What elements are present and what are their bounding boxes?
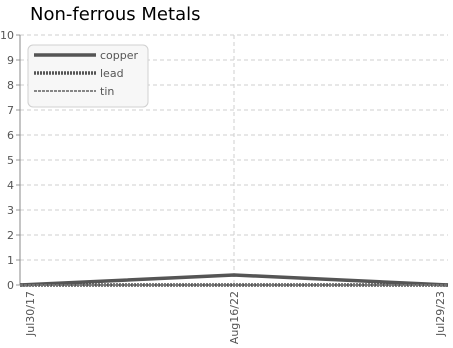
chart-title: Non-ferrous Metals xyxy=(30,4,201,25)
y-tick-label: 4 xyxy=(7,179,14,192)
x-tick-label: Jul30/17 xyxy=(24,291,37,337)
x-axis: Jul30/17 Aug16/22 Jul29/23 xyxy=(20,284,448,344)
y-tick-label: 9 xyxy=(7,54,14,67)
y-tick-label: 2 xyxy=(7,229,14,242)
y-tick-label: 8 xyxy=(7,79,14,92)
series-line-copper xyxy=(19,273,449,287)
y-tick-label: 1 xyxy=(7,254,14,267)
y-tick-label: 7 xyxy=(7,104,14,117)
y-tick-label: 3 xyxy=(7,204,14,217)
y-axis: 0 1 2 3 4 5 6 7 8 9 10 xyxy=(0,29,21,292)
y-tick-label: 5 xyxy=(7,154,14,167)
x-tick-label: Aug16/22 xyxy=(228,291,241,344)
legend: copper lead tin xyxy=(27,44,149,108)
y-tick-label: 0 xyxy=(7,279,14,292)
y-tick-label: 10 xyxy=(0,29,14,42)
legend-label-copper: copper xyxy=(100,49,139,62)
series-lines xyxy=(19,273,449,287)
y-tick-label: 6 xyxy=(7,129,14,142)
legend-label-tin: tin xyxy=(100,85,114,98)
x-tick-label: Jul29/23 xyxy=(434,291,447,337)
legend-label-lead: lead xyxy=(100,67,124,80)
